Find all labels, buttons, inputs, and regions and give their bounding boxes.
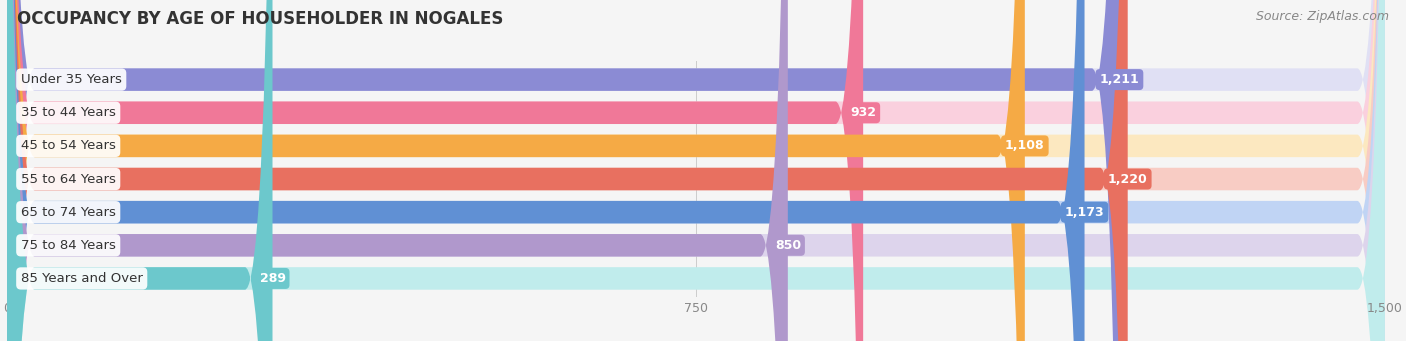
Text: 55 to 64 Years: 55 to 64 Years <box>21 173 115 186</box>
FancyBboxPatch shape <box>7 0 1385 341</box>
FancyBboxPatch shape <box>7 0 1119 341</box>
FancyBboxPatch shape <box>7 0 1025 341</box>
Text: Under 35 Years: Under 35 Years <box>21 73 122 86</box>
Text: 45 to 54 Years: 45 to 54 Years <box>21 139 115 152</box>
Text: 932: 932 <box>851 106 876 119</box>
FancyBboxPatch shape <box>7 0 787 341</box>
Text: 1,211: 1,211 <box>1099 73 1139 86</box>
FancyBboxPatch shape <box>7 0 273 341</box>
Text: 75 to 84 Years: 75 to 84 Years <box>21 239 115 252</box>
Text: 1,173: 1,173 <box>1064 206 1104 219</box>
Text: 850: 850 <box>775 239 801 252</box>
Text: 1,108: 1,108 <box>1005 139 1045 152</box>
FancyBboxPatch shape <box>7 0 1385 341</box>
Text: Source: ZipAtlas.com: Source: ZipAtlas.com <box>1256 10 1389 23</box>
FancyBboxPatch shape <box>7 0 1385 341</box>
Text: 1,220: 1,220 <box>1108 173 1147 186</box>
Text: 289: 289 <box>260 272 285 285</box>
FancyBboxPatch shape <box>7 0 863 341</box>
Text: 85 Years and Over: 85 Years and Over <box>21 272 142 285</box>
FancyBboxPatch shape <box>7 0 1385 341</box>
FancyBboxPatch shape <box>7 0 1385 341</box>
FancyBboxPatch shape <box>7 0 1084 341</box>
Text: 65 to 74 Years: 65 to 74 Years <box>21 206 115 219</box>
Text: 35 to 44 Years: 35 to 44 Years <box>21 106 115 119</box>
FancyBboxPatch shape <box>7 0 1385 341</box>
FancyBboxPatch shape <box>7 0 1385 341</box>
FancyBboxPatch shape <box>7 0 1128 341</box>
Text: OCCUPANCY BY AGE OF HOUSEHOLDER IN NOGALES: OCCUPANCY BY AGE OF HOUSEHOLDER IN NOGAL… <box>17 10 503 28</box>
